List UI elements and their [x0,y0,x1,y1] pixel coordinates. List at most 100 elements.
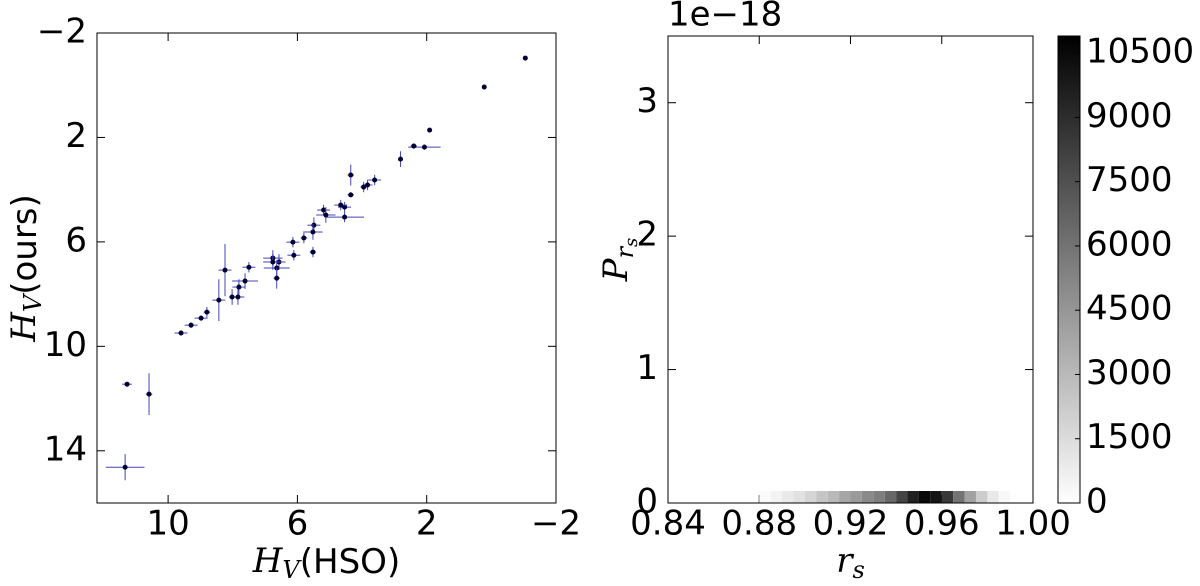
y-tick-label: 0 [636,482,658,522]
hist-cell [861,490,874,503]
y-tick-label: 2 [65,116,87,156]
colorbar-tick-label: 3000 [1086,353,1173,393]
point [348,172,354,178]
colorbar-tick-label: 1500 [1086,417,1173,457]
x-axis-label: HV(HSO) [252,541,400,584]
colorbar-tick-label: 0 [1086,482,1108,522]
point [342,204,348,210]
hist-cell [782,490,794,503]
hist-cell [953,490,965,503]
hist-cell [873,490,885,503]
point [270,259,276,265]
label-part: H [4,311,44,343]
point [216,297,222,303]
point [204,309,210,315]
point [361,184,367,190]
hist-cell [827,490,840,503]
hist-cell [804,490,817,503]
colorbar [1057,35,1081,504]
point [242,278,248,284]
point [274,275,280,281]
point [411,143,417,149]
axes-frame [96,32,557,504]
x-tick-label: 0.88 [721,504,797,544]
y-tick-label: 10 [44,325,87,365]
colorbar-tick-label: 10500 [1086,32,1194,72]
hist-cell [930,490,942,503]
label-part: H [252,541,284,581]
point [188,322,194,328]
point [310,229,316,235]
point [522,55,528,61]
x-tick-label: 0.92 [813,504,889,544]
hist-cell [759,490,771,503]
hist-cell [918,490,931,503]
y-tick-label: 14 [44,429,87,469]
x-tick-label: 2 [416,504,438,544]
x-tick-label: 0.96 [904,504,980,544]
point [122,464,128,470]
y-tick-label: 1 [636,348,658,388]
hist-cell [964,490,976,503]
point [178,330,184,336]
label-part: (HSO) [300,542,400,582]
label-part: (ours) [5,194,45,295]
point [338,202,344,208]
hist-cell [896,490,908,503]
hist-cell [975,490,988,503]
hist-cell [884,490,897,503]
point [321,207,327,213]
point [365,182,371,188]
point [246,264,252,270]
label-part: r [611,245,639,258]
point [372,177,378,183]
hist-cell [941,490,954,503]
colorbar-tick-label: 9000 [1086,96,1173,136]
point [290,239,296,245]
x-axis-label: rs [836,541,865,584]
hist-cell [907,490,919,503]
label-part: V [19,292,47,312]
hist-cell [998,490,1011,503]
label-part: r [836,541,854,581]
hist-cell [816,490,828,503]
point [323,212,329,218]
point [124,381,130,387]
y-axis-label: Prs [596,238,642,283]
label-part: s [621,238,642,247]
point [301,235,307,241]
y-axis-label: HV(ours) [4,194,47,343]
point [235,294,241,300]
point [398,156,404,162]
point [427,127,433,133]
hist-cell [987,490,999,503]
hist-cell [839,490,851,503]
y-tick-label: 3 [636,81,658,121]
hist-cell [793,490,805,503]
point [311,222,317,228]
offset-text: 1e−18 [668,0,782,35]
point [146,391,152,397]
point [198,315,204,321]
label-part: P [596,257,636,282]
hist-cell [850,490,862,503]
colorbar-tick-label: 7500 [1086,160,1173,200]
point [348,192,354,198]
x-tick-label: 1.00 [995,504,1071,544]
axes-frame [667,35,1034,504]
y-tick-label: 2 [636,215,658,255]
x-tick-label: 6 [287,504,309,544]
point [222,267,228,273]
label-part: V [282,556,302,584]
label-part: s [852,556,864,584]
colorbar-tick-label: 4500 [1086,289,1173,329]
x-tick-label: 0.84 [630,504,706,544]
y-tick-label: 6 [65,220,87,260]
point [310,249,316,255]
point [291,252,297,258]
point [421,144,427,150]
x-tick-label: −2 [531,504,581,544]
point [342,214,348,220]
point [481,84,487,90]
